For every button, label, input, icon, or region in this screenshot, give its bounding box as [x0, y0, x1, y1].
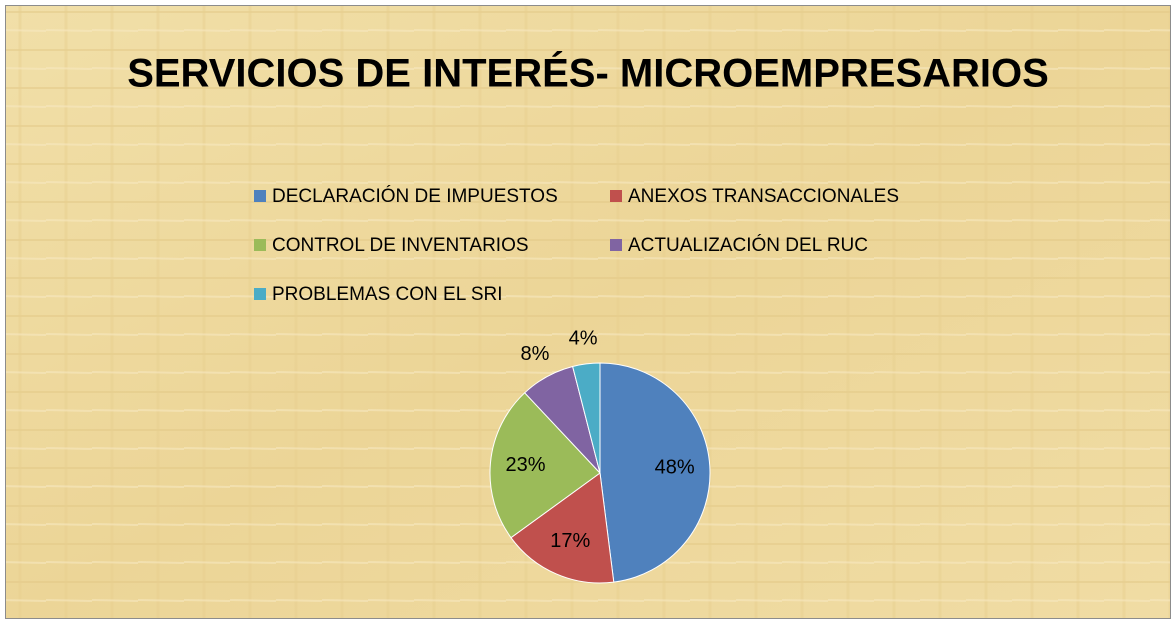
legend-label: ACTUALIZACIÓN DEL RUC — [628, 234, 868, 256]
pie-slice — [510, 472, 615, 584]
legend-label: ANEXOS TRANSACCIONALES — [628, 186, 899, 207]
legend: DECLARACIÓN DE IMPUESTOS ANEXOS TRANSACCI… — [254, 185, 899, 305]
pie-slice — [489, 392, 601, 539]
legend-label: PROBLEMAS CON EL SRI — [272, 284, 503, 305]
data-label: 48% — [655, 457, 695, 479]
legend-swatch — [610, 190, 622, 202]
data-label: 4% — [569, 327, 598, 349]
legend-swatch — [610, 239, 622, 251]
legend-swatch — [254, 190, 266, 202]
legend-label: DECLARACIÓN DE IMPUESTOS — [272, 185, 558, 207]
legend-label: CONTROL DE INVENTARIOS — [272, 235, 529, 256]
legend-swatch — [254, 288, 266, 300]
chart-title: SERVICIOS DE INTERÉS- MICROEMPRESARIOS — [127, 51, 1049, 96]
data-label: 8% — [521, 343, 550, 365]
data-label: 17% — [550, 530, 590, 552]
data-label: 23% — [506, 454, 546, 476]
legend-swatch — [254, 239, 266, 251]
pie-slice — [599, 362, 711, 583]
pie: 48% 17% 23% 8% 4% — [489, 327, 711, 584]
pie-slice — [572, 362, 601, 474]
